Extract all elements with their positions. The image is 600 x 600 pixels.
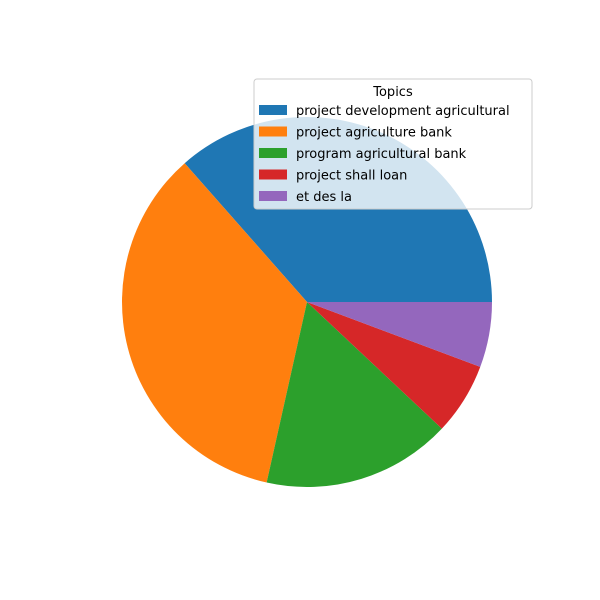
legend-swatch xyxy=(259,169,287,180)
legend-label: program agricultural bank xyxy=(296,147,467,162)
legend-item: program agricultural bank xyxy=(259,147,467,162)
legend-item: et des la xyxy=(259,190,352,205)
legend-swatch xyxy=(259,191,287,201)
legend-item: project development agricultural xyxy=(259,104,510,119)
legend-label: project agriculture bank xyxy=(296,126,452,141)
legend-title: Topics xyxy=(372,85,413,100)
pie-slice-et-des-la xyxy=(307,302,492,367)
legend-frame xyxy=(253,78,533,210)
legend-swatch xyxy=(259,148,287,158)
legend: Topics project development agriculturalp… xyxy=(253,78,533,210)
pie-slice-project-shall-loan xyxy=(307,302,481,429)
legend-label: et des la xyxy=(296,190,352,205)
legend-swatch xyxy=(259,126,287,137)
legend-label: project development agricultural xyxy=(296,104,510,119)
pie-slice-project-agriculture-bank xyxy=(122,163,307,483)
legend-item: project agriculture bank xyxy=(259,126,452,141)
pie-slice-program-agricultural-bank xyxy=(266,302,442,487)
legend-items: project development agricultural project … xyxy=(259,104,510,205)
legend-item: project shall loan xyxy=(259,169,407,184)
legend-swatch xyxy=(259,105,287,115)
legend-label: project shall loan xyxy=(296,169,407,184)
